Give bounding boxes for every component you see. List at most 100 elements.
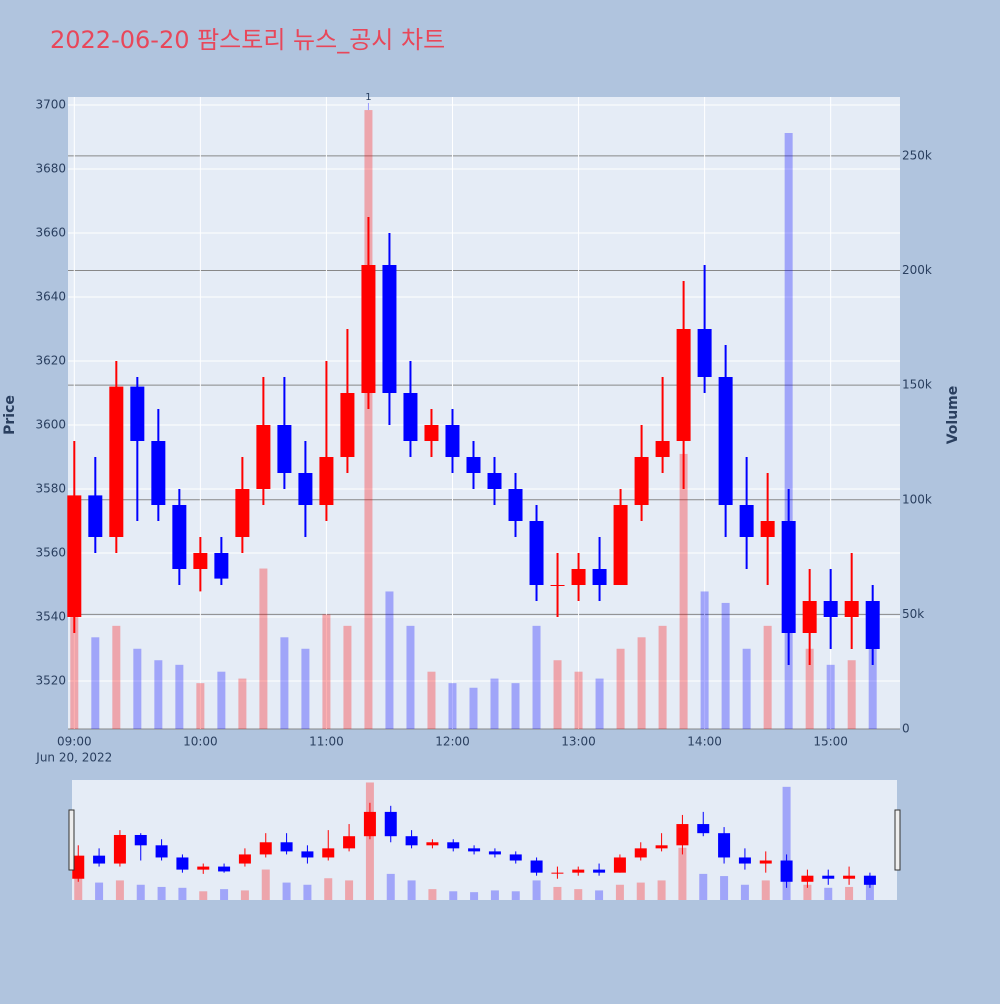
- volume-bar: [217, 671, 226, 729]
- slider-volume-bar: [595, 890, 604, 900]
- candle-body: [88, 495, 103, 537]
- volume-bar: [427, 671, 436, 729]
- y2-tick-label: 250k: [902, 148, 932, 162]
- candle-body: [655, 441, 670, 457]
- slider-candle-body: [405, 836, 418, 846]
- candle-body: [802, 601, 817, 633]
- slider-volume-bar: [95, 882, 104, 900]
- candle-body: [277, 425, 292, 473]
- candle-body: [340, 393, 355, 457]
- slider-volume-bar: [532, 880, 541, 900]
- slider-volume-bar: [720, 876, 729, 900]
- slider-volume-bar: [699, 873, 708, 900]
- volume-bar: [70, 602, 79, 729]
- slider-candle-body: [218, 866, 231, 872]
- volume-bar: [448, 683, 457, 729]
- slider-handle[interactable]: [68, 809, 75, 871]
- volume-bar: [385, 591, 394, 729]
- volume-bar: [301, 648, 310, 729]
- candle-body: [319, 457, 334, 505]
- slider-candle-body: [280, 842, 293, 852]
- slider-candle-body: [801, 875, 814, 882]
- slider-volume-bar: [136, 884, 145, 900]
- volume-bar: [553, 660, 562, 729]
- x-tick-label: 13:00: [561, 735, 596, 749]
- slider-volume-bar: [157, 886, 166, 900]
- slider-candle-body: [301, 851, 314, 858]
- slider-volume-bar: [615, 884, 624, 900]
- y-tick-label: 3680: [35, 162, 66, 176]
- slider-volume-bar: [365, 782, 374, 900]
- candle-body: [298, 473, 313, 505]
- y-tick-label: 3600: [35, 418, 66, 432]
- slider-candle-body: [447, 842, 460, 849]
- candle-body: [760, 521, 775, 537]
- slider-candle-body: [738, 857, 751, 864]
- slider-candle-body: [197, 866, 210, 870]
- candle-body: [529, 521, 544, 585]
- slider-volume-bar: [761, 880, 770, 900]
- candle-body: [172, 505, 187, 569]
- slider-volume-bar: [282, 882, 291, 900]
- y-tick-label: 3640: [35, 290, 66, 304]
- volume-bar: [532, 625, 541, 729]
- y-tick-label: 3520: [35, 674, 66, 688]
- volume-bar: [196, 683, 205, 729]
- slider-candle-body: [363, 811, 376, 837]
- candle-body: [193, 553, 208, 569]
- y2-tick-label: 0: [902, 722, 910, 736]
- volume-bar: [364, 110, 373, 729]
- annotation: 1: [365, 92, 371, 103]
- volume-bar: [511, 683, 520, 729]
- range-slider[interactable]: [72, 780, 897, 900]
- candle-body: [466, 457, 481, 473]
- slider-candle-body: [843, 875, 856, 879]
- volume-bar: [112, 625, 121, 729]
- slider-volume-bar: [511, 891, 520, 900]
- slider-volume-bar: [199, 891, 208, 900]
- chart-title: 2022-06-20 팜스토리 뉴스_공시 차트: [50, 26, 445, 54]
- slider-handle[interactable]: [894, 809, 901, 871]
- y-tick-label: 3580: [35, 482, 66, 496]
- slider-volume-bar: [740, 884, 749, 900]
- candle-body: [214, 553, 229, 579]
- slider-volume-bar: [220, 889, 229, 900]
- candle-body: [424, 425, 439, 441]
- slider-volume-bar: [324, 878, 333, 900]
- candle-body: [109, 386, 124, 537]
- slider-candle-body: [863, 875, 876, 885]
- y-tick-label: 3620: [35, 354, 66, 368]
- candle-body: [382, 265, 397, 393]
- volume-bar: [847, 660, 856, 729]
- candle-body: [676, 329, 691, 441]
- volume-bar: [343, 625, 352, 729]
- volume-bar: [490, 678, 499, 729]
- slider-volume-bar: [74, 876, 83, 900]
- candle-body: [256, 425, 271, 489]
- volume-bar: [406, 625, 415, 729]
- slider-volume-bar: [449, 891, 458, 900]
- volume-bar: [175, 664, 184, 729]
- slider-volume-bar: [824, 887, 833, 900]
- volume-bar: [868, 637, 877, 729]
- slider-candle-body: [655, 845, 668, 849]
- slider-candle-body: [238, 854, 251, 864]
- slider-candle-body: [426, 842, 439, 846]
- slider-volume-bar: [657, 880, 666, 900]
- slider-candle-body: [551, 872, 564, 874]
- slider-candle-body: [572, 869, 585, 873]
- volume-bar: [91, 637, 100, 729]
- slider-volume-bar: [115, 880, 124, 900]
- slider-candle-body: [343, 836, 356, 849]
- slider-candle-body: [322, 848, 335, 858]
- slider-volume-bar: [678, 847, 687, 900]
- slider-candle-body: [93, 855, 106, 864]
- volume-bar: [721, 602, 730, 729]
- volume-bar: [784, 132, 793, 729]
- slider-candle-body: [468, 848, 481, 852]
- volume-bar: [679, 453, 688, 729]
- candle-body: [151, 441, 166, 505]
- volume-bar: [637, 637, 646, 729]
- y-tick-label: 3660: [35, 226, 66, 240]
